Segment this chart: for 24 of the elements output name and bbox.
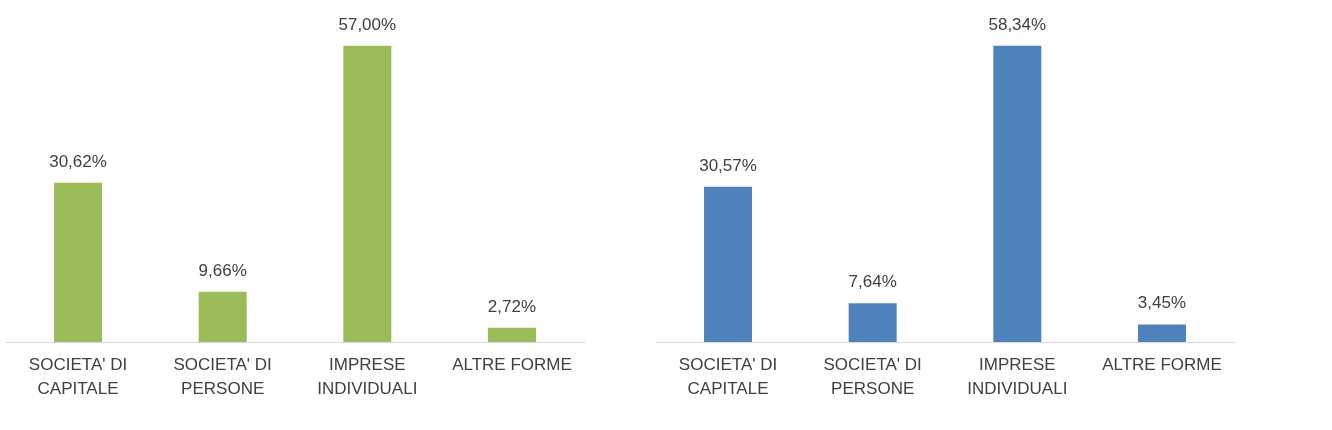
x-tick-label: ALTRE FORME — [1102, 354, 1222, 374]
data-label: 57,00% — [338, 14, 397, 34]
x-tick-label: SOCIETA' DI CAPITALE — [678, 354, 778, 398]
bar — [993, 45, 1042, 342]
x-tick-label: IMPRESE INDIVIDUALI — [967, 354, 1068, 398]
bar — [1137, 324, 1186, 342]
data-label: 58,34% — [988, 14, 1047, 34]
bar — [198, 291, 247, 342]
x-tick-label: IMPRESE INDIVIDUALI — [317, 354, 418, 398]
data-label: 9,66% — [198, 260, 247, 280]
bar — [704, 186, 753, 342]
x-tick-label: SOCIETA' DI CAPITALE — [28, 354, 128, 398]
x-tick-label: SOCIETA' DI PERSONE — [173, 354, 272, 398]
bar — [54, 182, 103, 342]
data-label: 3,45% — [1137, 293, 1187, 313]
data-label: 30,62% — [49, 151, 107, 171]
bar — [848, 303, 897, 342]
data-label: 30,57% — [699, 155, 757, 175]
bar — [487, 327, 536, 342]
data-label: 7,64% — [848, 272, 897, 292]
bar — [343, 45, 392, 342]
x-tick-label: SOCIETA' DI PERSONE — [823, 354, 922, 398]
x-tick-label: ALTRE FORME — [452, 354, 572, 374]
data-label: 2,72% — [487, 296, 537, 316]
